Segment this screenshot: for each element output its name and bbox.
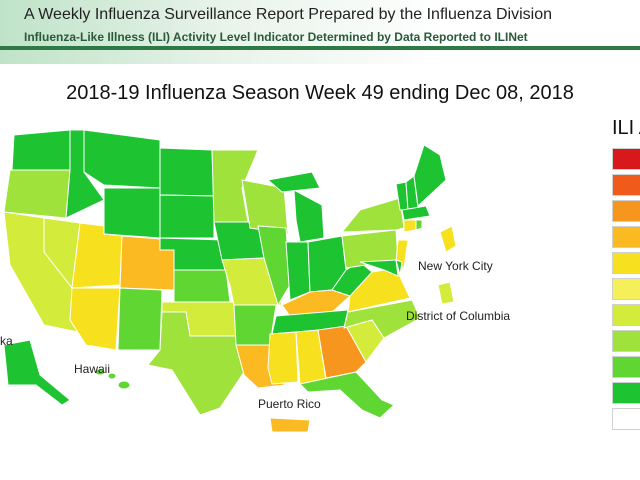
legend-swatch: [612, 148, 640, 170]
state-arizona[interactable]: [69, 287, 121, 351]
state-wisconsin[interactable]: [241, 179, 289, 235]
state-delaware[interactable]: [395, 259, 403, 276]
report-title: A Weekly Influenza Surveillance Report P…: [24, 6, 552, 23]
map-title: 2018-19 Influenza Season Week 49 ending …: [66, 82, 574, 104]
state-florida[interactable]: [298, 371, 395, 419]
state-south-dakota[interactable]: [159, 194, 215, 239]
legend-swatch: [612, 408, 640, 430]
state-maryland[interactable]: [359, 259, 399, 277]
state-maine[interactable]: [413, 144, 447, 208]
state-alaska[interactable]: [3, 339, 71, 406]
state-rhode-island[interactable]: [415, 219, 423, 231]
state-montana[interactable]: [83, 129, 161, 189]
region-district-of-columbia[interactable]: [437, 281, 455, 305]
state-illinois[interactable]: [257, 225, 291, 307]
label-puerto-rico: Puerto Rico: [258, 397, 321, 411]
label-district-of-columbia: District of Columbia: [406, 309, 510, 323]
state-kansas[interactable]: [173, 269, 231, 303]
legend-swatch: [612, 382, 640, 404]
state-georgia[interactable]: [317, 325, 367, 379]
state-west-virginia[interactable]: [331, 261, 373, 297]
banner-stripe: [0, 46, 640, 50]
legend-swatch: [612, 278, 640, 300]
territory-puerto-rico[interactable]: [269, 417, 311, 433]
legend-swatch: [612, 200, 640, 222]
state-minnesota[interactable]: [211, 149, 259, 223]
legend-swatch: [612, 304, 640, 326]
state-indiana[interactable]: [285, 241, 311, 301]
state-wyoming[interactable]: [103, 187, 161, 239]
state-new-mexico[interactable]: [117, 287, 163, 351]
state-north-dakota[interactable]: [159, 147, 215, 197]
state-texas[interactable]: [147, 311, 245, 416]
report-banner: A Weekly Influenza Surveillance Report P…: [0, 0, 640, 64]
state-oregon[interactable]: [3, 169, 71, 219]
legend-swatch: [612, 226, 640, 248]
state-connecticut[interactable]: [403, 219, 417, 233]
state-washington[interactable]: [11, 129, 71, 171]
state-michigan[interactable]: [293, 189, 325, 243]
label-hawaii: Hawaii: [74, 362, 110, 376]
state-massachusetts[interactable]: [401, 205, 431, 221]
state-mississippi[interactable]: [267, 331, 299, 385]
state-new-york[interactable]: [340, 197, 405, 233]
state-michigan-upper[interactable]: [266, 171, 321, 193]
region-new-york-city[interactable]: [439, 225, 457, 253]
legend-title: ILI A: [612, 117, 640, 139]
legend-swatch: [612, 174, 640, 196]
report-subtitle: Influenza-Like Illness (ILI) Activity Le…: [24, 30, 528, 44]
ili-activity-map: ka Hawaii Puerto Rico New York City Dist…: [0, 129, 510, 433]
legend-swatch: [612, 356, 640, 378]
label-alaska: ka: [0, 334, 13, 348]
legend-swatch: [612, 330, 640, 352]
legend-swatch: [612, 252, 640, 274]
label-new-york-city: New York City: [418, 259, 493, 273]
state-hawaii[interactable]: [94, 368, 131, 390]
